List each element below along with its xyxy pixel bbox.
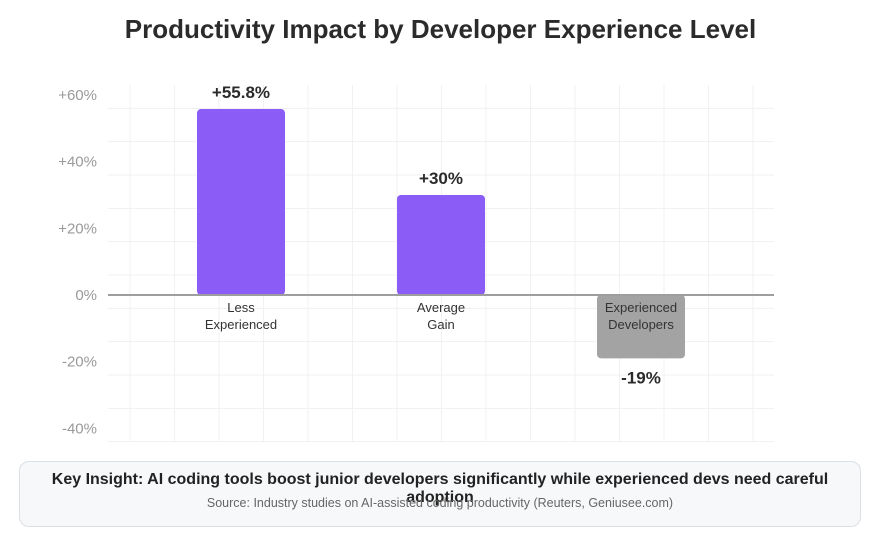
value-label: +30% bbox=[419, 169, 463, 188]
y-tick-label: 0% bbox=[75, 287, 97, 304]
category-label: Average bbox=[417, 300, 465, 315]
category-label: Less bbox=[227, 300, 255, 315]
bar bbox=[597, 295, 685, 359]
bar-chart: +60% +40% +20% 0% -20% -40% +55.8% +30% -19% Less… bbox=[58, 83, 774, 443]
insight-source: Source: Industry studies on AI-assisted … bbox=[206, 496, 674, 510]
value-label: +55.8% bbox=[212, 83, 270, 102]
chart-title: Productivity Impact by Developer Experie… bbox=[124, 14, 757, 44]
y-tick-label: +40% bbox=[58, 154, 97, 171]
category-label: Gain bbox=[427, 317, 454, 332]
category-label: Experienced bbox=[205, 317, 277, 332]
y-tick-label: +20% bbox=[58, 220, 97, 237]
insight-headline: Key Insight: AI coding tools boost junio… bbox=[51, 471, 829, 506]
y-tick-label: -20% bbox=[62, 354, 97, 371]
category-label: Experienced bbox=[605, 300, 677, 315]
value-label: -19% bbox=[621, 368, 661, 387]
y-tick-label: -40% bbox=[62, 420, 97, 437]
insight-box: Key Insight: AI coding tools boost junio… bbox=[19, 461, 861, 527]
y-tick-label: +60% bbox=[58, 87, 97, 104]
category-label: Developers bbox=[608, 317, 674, 332]
bar bbox=[197, 109, 285, 295]
bar bbox=[397, 195, 485, 295]
